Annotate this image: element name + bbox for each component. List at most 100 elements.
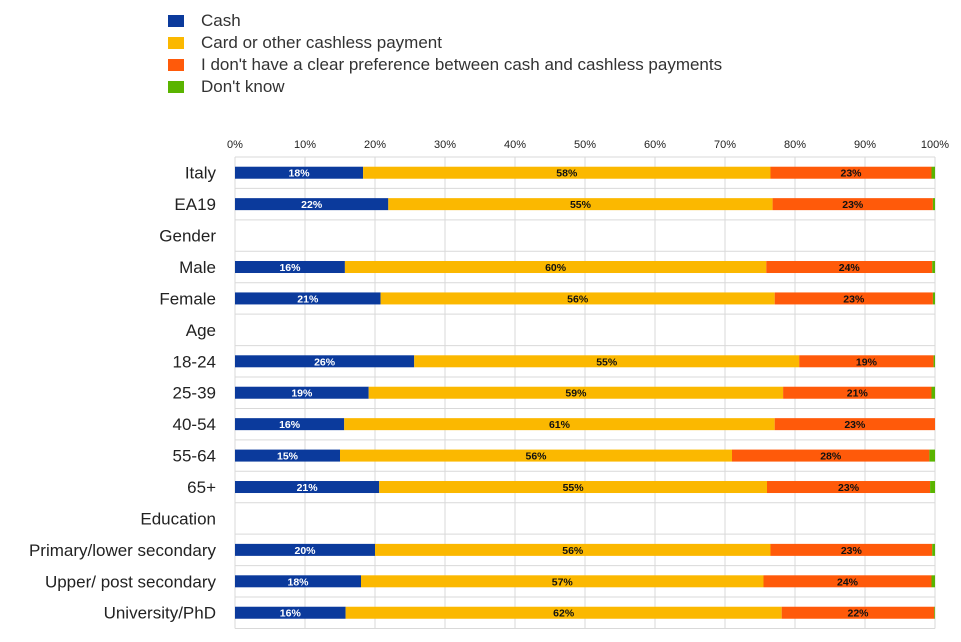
category-label: 55-64: [173, 447, 216, 466]
category-label: Italy: [185, 164, 217, 183]
data-label: 18%: [287, 576, 309, 588]
data-label: 58%: [556, 168, 578, 180]
category-label: EA19: [174, 195, 216, 214]
bar-segment: [767, 481, 931, 494]
bar-segment: [361, 575, 764, 588]
bar-segment: [235, 418, 345, 431]
x-tick-label: 50%: [574, 139, 596, 151]
bar-segment: [235, 481, 380, 494]
data-label: 59%: [565, 388, 587, 400]
bar-segment: [772, 198, 933, 211]
bar-segment: [380, 292, 775, 305]
x-tick-label: 90%: [854, 139, 876, 151]
bar-segment: [363, 166, 771, 179]
bar-segment: [766, 261, 933, 274]
legend-item: Cash: [168, 10, 722, 32]
bar-segment: [375, 543, 771, 556]
data-label: 16%: [280, 608, 302, 620]
data-label: 56%: [525, 451, 547, 463]
category-label: 25-39: [173, 384, 216, 403]
data-label: 55%: [596, 356, 618, 368]
legend-item: Card or other cashless payment: [168, 32, 722, 54]
legend-swatch: [168, 59, 184, 71]
data-label: 23%: [843, 293, 865, 305]
x-tick-label: 100%: [921, 139, 949, 151]
legend-swatch: [168, 81, 184, 93]
bar-segment: [379, 481, 767, 494]
data-label: 28%: [820, 451, 842, 463]
bar-segment: [344, 418, 775, 431]
data-label: 61%: [549, 419, 571, 431]
bar-segment: [770, 543, 933, 556]
data-label: 57%: [552, 576, 574, 588]
category-label: Female: [159, 289, 216, 308]
bar-segment: [932, 198, 935, 211]
bar-segment: [732, 449, 930, 462]
bar-segment: [345, 606, 782, 619]
data-label: 23%: [840, 168, 862, 180]
bar-segment: [235, 449, 340, 462]
bar-segment: [781, 606, 935, 619]
legend-swatch: [168, 37, 184, 49]
bar-segment: [931, 166, 935, 179]
data-label: 24%: [839, 262, 861, 274]
category-label: Age: [186, 321, 216, 340]
bar-segment: [235, 575, 361, 588]
data-label: 21%: [297, 482, 319, 494]
bar-segment: [235, 386, 369, 399]
bar-segment: [934, 606, 935, 619]
data-label: 16%: [279, 419, 301, 431]
data-label: 23%: [844, 419, 866, 431]
data-label: 21%: [847, 388, 869, 400]
bar-segment: [235, 198, 389, 211]
category-label: 65+: [187, 478, 216, 497]
bar-segment: [235, 166, 364, 179]
x-tick-label: 30%: [434, 139, 456, 151]
data-label: 23%: [841, 545, 863, 557]
x-tick-label: 40%: [504, 139, 526, 151]
category-label: 18-24: [173, 352, 216, 371]
x-tick-label: 80%: [784, 139, 806, 151]
category-label: Male: [179, 258, 216, 277]
bar-segment: [763, 575, 932, 588]
data-label: 15%: [277, 451, 299, 463]
bar-segment: [929, 449, 935, 462]
bar-segment: [783, 386, 932, 399]
data-label: 22%: [301, 199, 323, 211]
data-label: 26%: [314, 356, 336, 368]
category-label: Primary/lower secondary: [29, 541, 217, 560]
bar-segment: [931, 386, 935, 399]
data-label: 22%: [847, 608, 869, 620]
data-label: 19%: [291, 388, 313, 400]
data-label: 56%: [562, 545, 584, 557]
data-label: 24%: [837, 576, 859, 588]
data-label: 55%: [570, 199, 592, 211]
legend-label: Cash: [201, 11, 241, 30]
legend-label: Don't know: [201, 77, 285, 96]
bar-segment: [774, 418, 935, 431]
data-label: 19%: [856, 356, 878, 368]
data-label: 16%: [279, 262, 301, 274]
bar-segment: [933, 355, 935, 368]
bar-segment: [235, 355, 415, 368]
bar-segment: [930, 481, 935, 494]
x-tick-label: 0%: [227, 139, 243, 151]
category-label: 40-54: [173, 415, 216, 434]
data-label: 55%: [563, 482, 585, 494]
bar-segment: [931, 575, 935, 588]
category-label: Education: [140, 509, 216, 528]
data-label: 62%: [553, 608, 575, 620]
bar-segment: [235, 292, 381, 305]
bar-segment: [770, 166, 932, 179]
bar-segment: [235, 543, 375, 556]
bar-segment: [235, 606, 346, 619]
data-label: 23%: [842, 199, 864, 211]
bar-segment: [340, 449, 732, 462]
data-label: 21%: [297, 293, 319, 305]
bar-segment: [932, 292, 935, 305]
bar-segment: [368, 386, 784, 399]
bar-segment: [235, 261, 345, 274]
x-tick-label: 20%: [364, 139, 386, 151]
category-label: Gender: [159, 227, 216, 246]
